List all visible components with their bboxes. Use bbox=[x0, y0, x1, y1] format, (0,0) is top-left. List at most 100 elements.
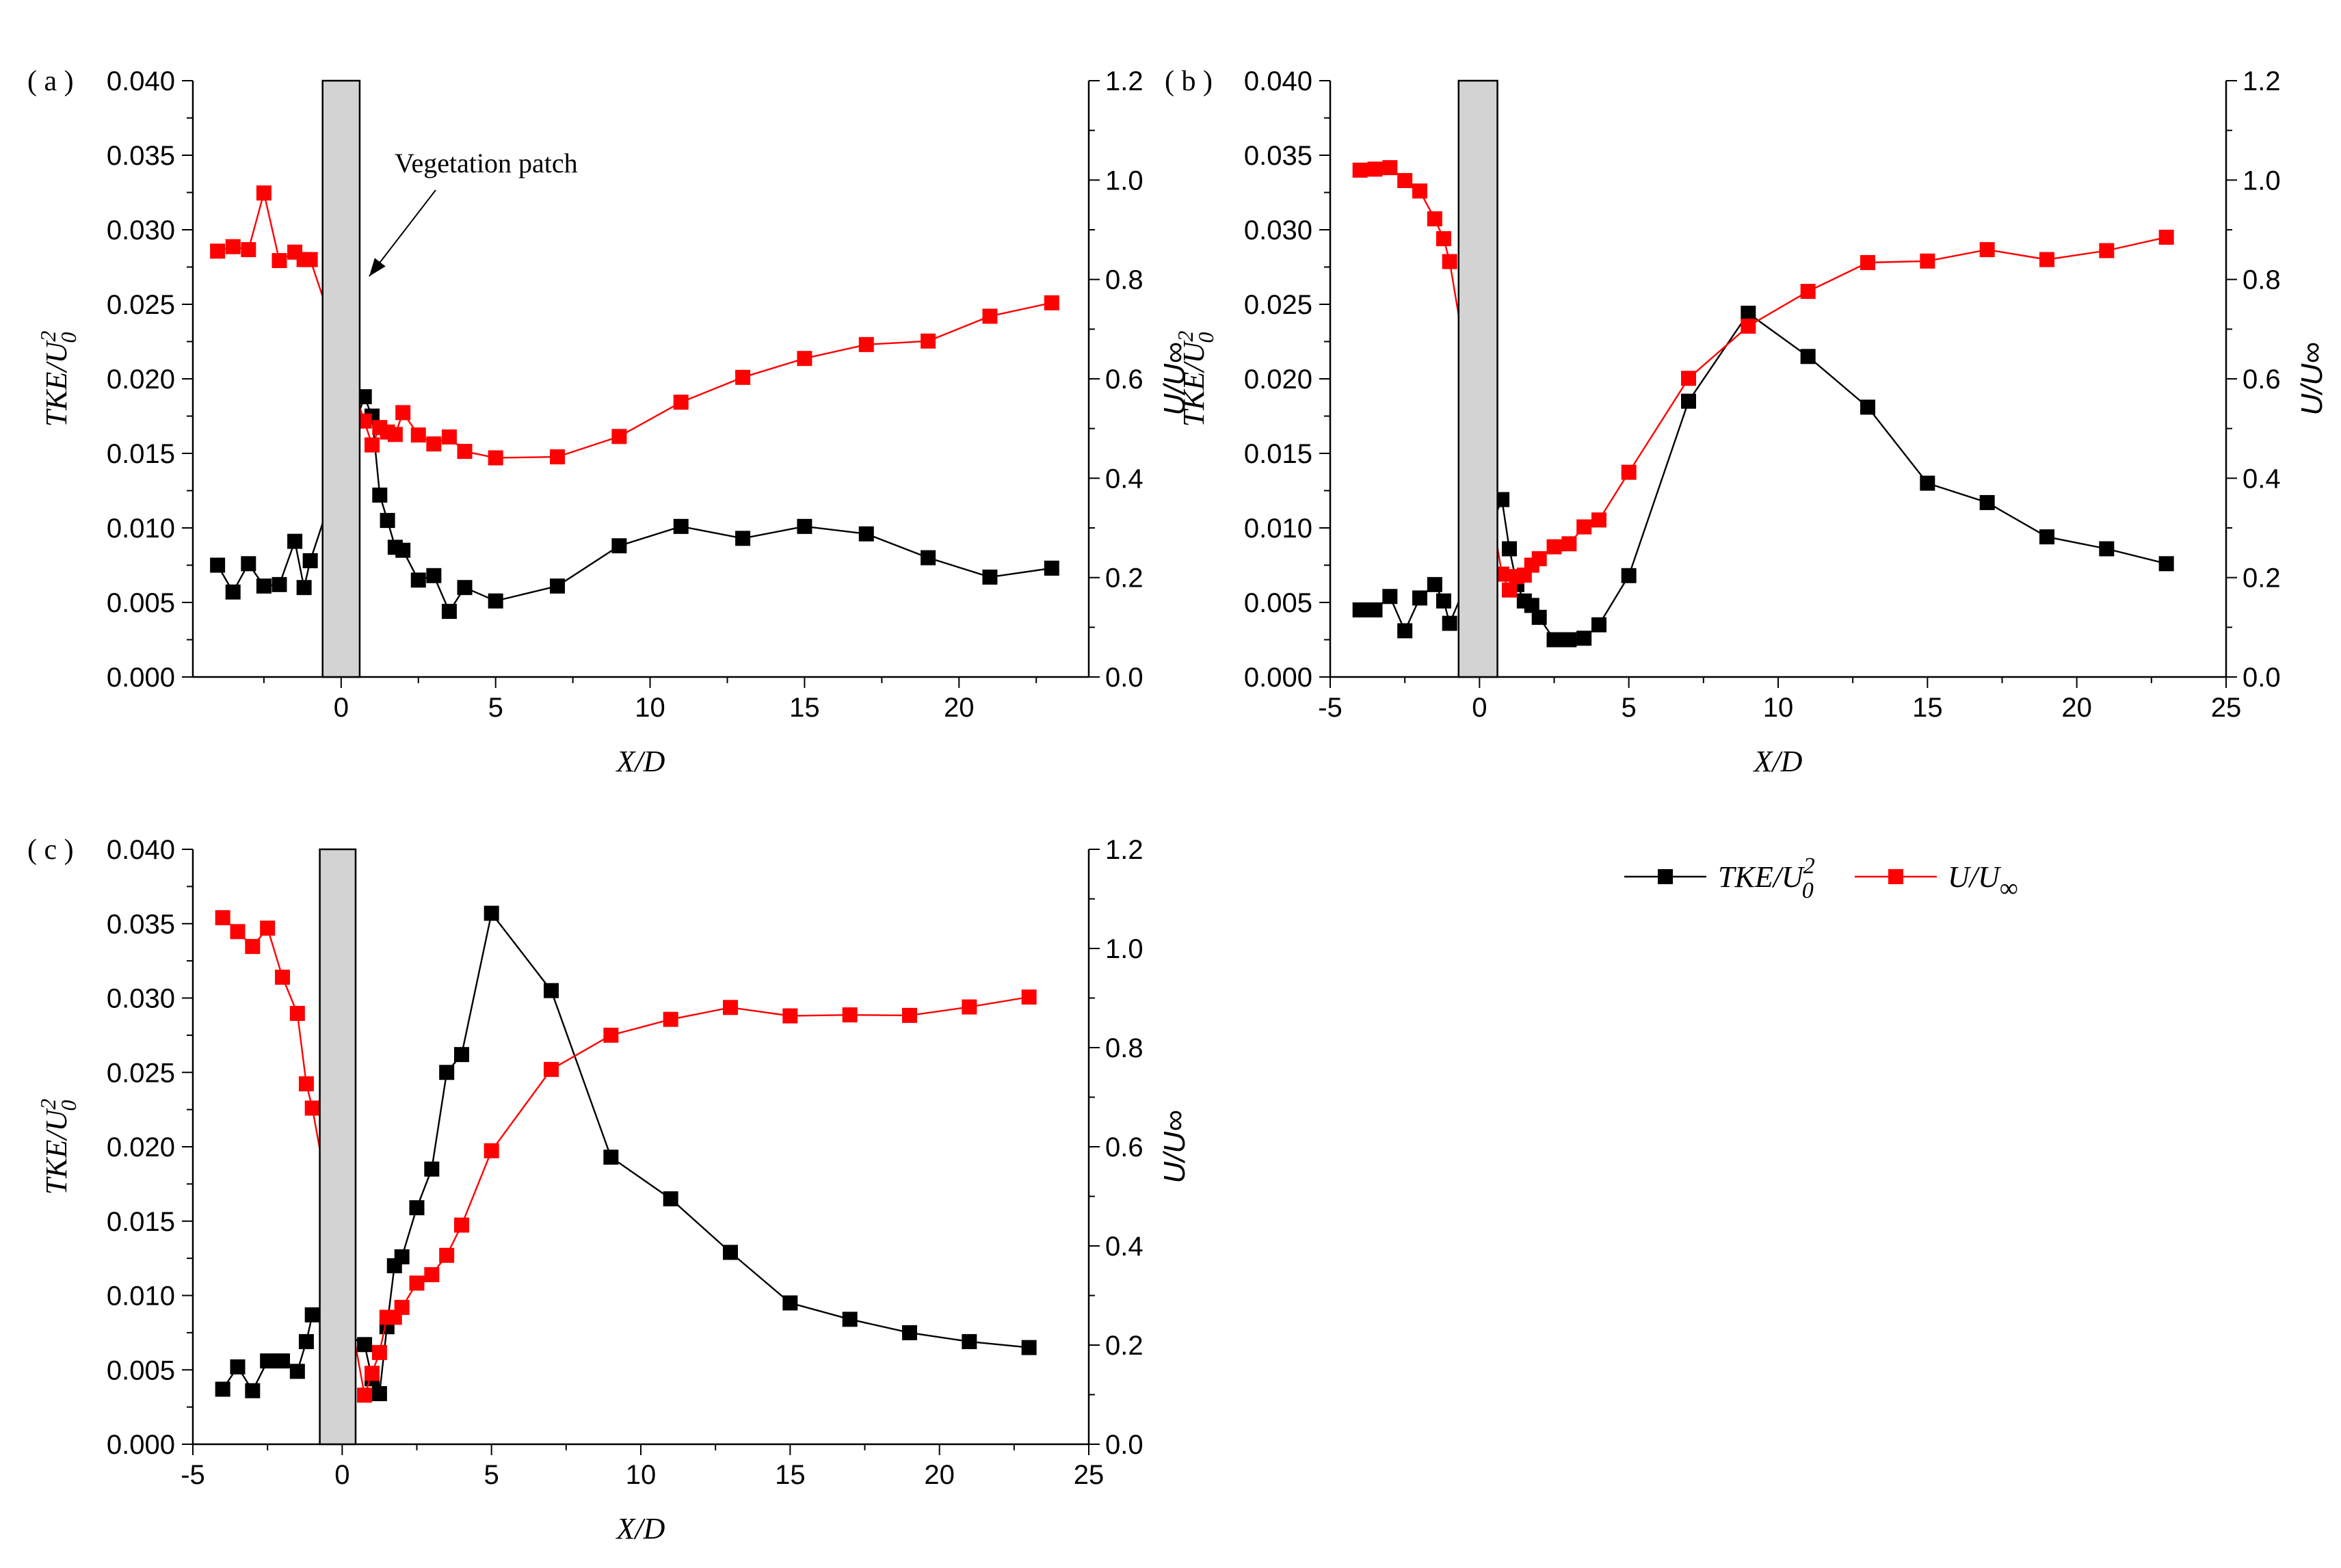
tke-point bbox=[858, 526, 874, 542]
velocity-point bbox=[735, 369, 751, 385]
y-left-title-sup: 2 bbox=[36, 331, 60, 342]
velocity-point bbox=[1860, 254, 1875, 270]
velocity-point bbox=[410, 427, 426, 443]
x-tick-label: 15 bbox=[775, 1460, 806, 1490]
y-left-tick-label: 0.035 bbox=[1244, 141, 1312, 171]
tke-point bbox=[1524, 598, 1539, 613]
x-tick-label: 0 bbox=[334, 1460, 349, 1490]
velocity-point bbox=[365, 1366, 380, 1381]
velocity-point bbox=[484, 1143, 499, 1158]
velocity-point bbox=[260, 920, 276, 936]
velocity-point bbox=[230, 924, 246, 940]
x-tick-label: 25 bbox=[1074, 1460, 1105, 1490]
tke-point bbox=[304, 1307, 320, 1323]
x-tick-label: 0 bbox=[1472, 693, 1487, 723]
velocity-point bbox=[663, 1011, 678, 1027]
y-right-tick-label: 1.2 bbox=[1105, 835, 1143, 865]
velocity-point bbox=[1412, 183, 1427, 199]
tke-point bbox=[260, 1353, 276, 1369]
tke-point bbox=[1860, 399, 1875, 415]
velocity-point bbox=[424, 1267, 440, 1283]
y-left-tick-label: 0.030 bbox=[1244, 215, 1312, 245]
annotation-arrow-head bbox=[369, 258, 386, 276]
velocity-series-line bbox=[217, 192, 1053, 459]
chart-panel-a: 0 5 10 15 200.0000.0050.0100.0150.0200.0250.… bbox=[27, 66, 1191, 778]
velocity-point bbox=[797, 351, 812, 367]
velocity-point bbox=[1021, 989, 1037, 1005]
y-left-tick-label: 0.030 bbox=[107, 984, 175, 1014]
velocity-point bbox=[454, 1217, 469, 1233]
velocity-point bbox=[488, 450, 503, 466]
panel-label: ( b ) bbox=[1165, 66, 1213, 97]
x-tick-label: 25 bbox=[2211, 693, 2242, 723]
y-right-tick-label: 0.4 bbox=[2243, 464, 2281, 494]
y-left-title-sup: 2 bbox=[1173, 331, 1198, 342]
y-left-tick-label: 0.005 bbox=[107, 588, 175, 618]
tke-point bbox=[1397, 623, 1413, 639]
tke-point bbox=[394, 1249, 410, 1264]
vegetation-patch-bar bbox=[321, 79, 361, 678]
y-right-tick-label: 0.2 bbox=[2243, 563, 2281, 594]
velocity-point bbox=[304, 1100, 320, 1116]
y-right-tick-label: 0.6 bbox=[1105, 1132, 1143, 1162]
tke-point bbox=[1920, 475, 1935, 491]
velocity-point bbox=[215, 910, 230, 926]
tke-point bbox=[1741, 306, 1756, 321]
y-left-tick-label: 0.020 bbox=[107, 1132, 175, 1162]
y-left-tick-label: 0.000 bbox=[1244, 663, 1312, 693]
tke-point bbox=[611, 538, 627, 554]
y-left-tick-label: 0.030 bbox=[107, 215, 175, 245]
x-axis-title: X/D bbox=[616, 1512, 665, 1545]
tke-point bbox=[723, 1245, 738, 1260]
velocity-point bbox=[1979, 242, 1995, 258]
x-tick-label: 20 bbox=[2061, 693, 2092, 723]
tke-point bbox=[439, 1065, 455, 1080]
tke-point bbox=[410, 572, 426, 588]
tke-point bbox=[550, 579, 566, 594]
tke-point bbox=[1367, 602, 1383, 617]
tke-point bbox=[409, 1200, 425, 1216]
y-right-tick-label: 0.2 bbox=[1105, 1331, 1143, 1361]
legend: TKE/U2 0 U/U∞ bbox=[1624, 853, 2018, 903]
velocity-series-line bbox=[222, 917, 1029, 1398]
chart-panel-c: -5 0 5 10 15 20 250.0000.0050.0100.0150.0200.0… bbox=[27, 834, 1191, 1545]
y-left-tick-label: 0.025 bbox=[107, 290, 175, 320]
velocity-point bbox=[371, 1344, 387, 1360]
y-left-title-sup: 2 bbox=[36, 1099, 60, 1110]
tke-point bbox=[603, 1150, 619, 1165]
legend-tke-sub: 0 bbox=[1802, 878, 1814, 903]
velocity-point bbox=[439, 1247, 455, 1263]
tke-point bbox=[296, 580, 312, 596]
velocity-point bbox=[457, 444, 473, 460]
velocity-point bbox=[409, 1275, 425, 1291]
velocity-point bbox=[1436, 231, 1451, 247]
tke-point bbox=[1412, 590, 1427, 606]
tke-point bbox=[2099, 541, 2115, 557]
tke-point bbox=[1576, 630, 1592, 646]
y-left-tick-label: 0.015 bbox=[107, 1207, 175, 1237]
tke-point bbox=[1681, 393, 1696, 409]
velocity-point bbox=[982, 308, 998, 324]
tke-point bbox=[982, 569, 998, 585]
tke-point bbox=[484, 905, 499, 921]
tke-point bbox=[457, 580, 473, 596]
velocity-point bbox=[2158, 229, 2174, 245]
tke-point bbox=[225, 584, 241, 600]
y-left-axis-title: TKE/U20 bbox=[1173, 331, 1218, 427]
y-right-tick-label: 0.4 bbox=[1105, 1232, 1143, 1262]
y-left-title-main: TKE/U bbox=[40, 339, 73, 427]
tke-point bbox=[1546, 632, 1562, 648]
velocity-point bbox=[782, 1008, 798, 1024]
y-right-axis-title: U/U∞ bbox=[2295, 342, 2329, 415]
tke-point bbox=[1382, 589, 1398, 604]
y-right-tick-label: 1.0 bbox=[1105, 165, 1143, 196]
y-left-title-main: TKE/U bbox=[1177, 339, 1211, 427]
y-left-tick-label: 0.035 bbox=[107, 909, 175, 940]
y-left-axis-title: TKE/U20 bbox=[36, 1099, 81, 1195]
tke-point bbox=[289, 1364, 305, 1379]
velocity-point bbox=[858, 336, 874, 352]
x-tick-label: 20 bbox=[924, 1460, 955, 1490]
tke-point bbox=[673, 518, 689, 534]
y-left-tick-label: 0.010 bbox=[107, 1281, 175, 1312]
tke-point bbox=[357, 1337, 373, 1353]
